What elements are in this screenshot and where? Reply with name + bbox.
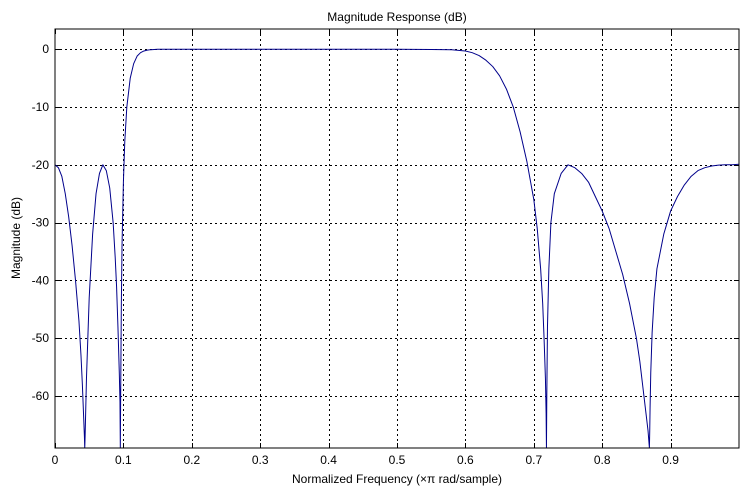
y-axis-ticks: 0 -10 -20 -30 -40 -50 -60 — [32, 42, 739, 403]
y-tick-label: 0 — [42, 42, 49, 56]
plot-border — [54, 28, 740, 449]
y-tick-label: -20 — [32, 158, 50, 172]
y-tick-label: -50 — [32, 331, 50, 345]
x-axis-ticks: 0 0.1 0.2 0.3 0.4 0.5 0.6 0.7 0.8 0.9 — [52, 29, 679, 467]
chart-title: Magnitude Response (dB) — [327, 10, 466, 24]
x-tick-label: 0.4 — [320, 453, 337, 467]
series-group — [54, 48, 740, 449]
x-tick-label: 0.5 — [389, 453, 406, 467]
plot-area — [55, 29, 739, 448]
x-tick-label: 0.6 — [457, 453, 474, 467]
x-tick-label: 0.1 — [115, 453, 132, 467]
x-tick-label: 0.9 — [662, 453, 679, 467]
y-tick-label: -30 — [32, 216, 50, 230]
x-tick-label: 0 — [52, 453, 59, 467]
x-tick-label: 0.3 — [252, 453, 269, 467]
y-tick-label: -60 — [32, 389, 50, 403]
x-tick-label: 0.7 — [525, 453, 542, 467]
y-axis-label: Magnitude (dB) — [9, 197, 23, 279]
x-tick-label: 0.2 — [183, 453, 200, 467]
y-tick-label: -40 — [32, 273, 50, 287]
magnitude-response-line — [54, 48, 740, 449]
x-tick-label: 0.8 — [594, 453, 611, 467]
y-tick-label: -10 — [32, 100, 50, 114]
x-axis-label: Normalized Frequency (×π rad/sample) — [292, 472, 502, 486]
